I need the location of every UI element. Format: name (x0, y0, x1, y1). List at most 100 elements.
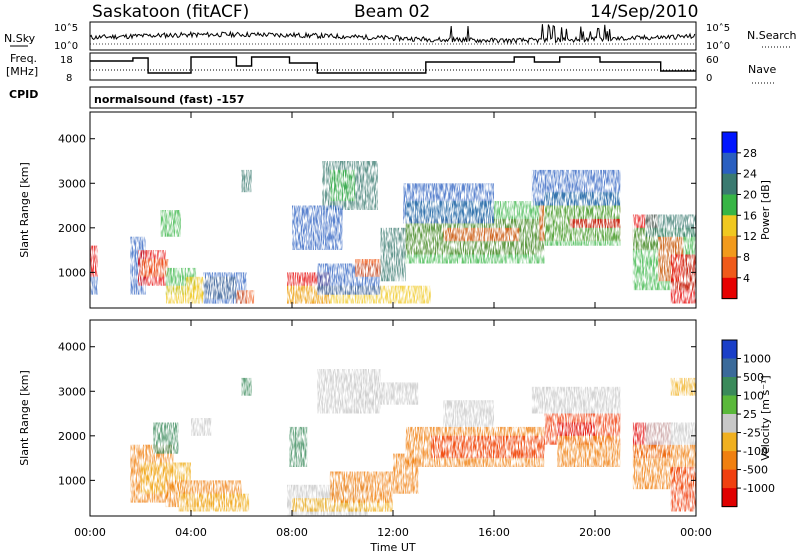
velocity-y-axis: 1000 2000 3000 4000 (58, 341, 696, 487)
colorbar-tick-label: 500 (743, 371, 764, 384)
y-tick-label: 3000 (58, 177, 86, 190)
y-tick-label: 4000 (58, 133, 86, 146)
velocity-region (178, 493, 250, 512)
beam-title: Beam 02 (354, 2, 430, 22)
y-tick-label: 2000 (58, 222, 86, 235)
colorbar-tick-label: -25 (743, 427, 761, 440)
velocity-colorbar: 1000 500 100 25 -25 -100 -500 -1000 (721, 339, 775, 508)
velocity-region (670, 467, 697, 512)
noise-tick-top-left: 10˄5 (54, 22, 78, 34)
colorbar-swatch (722, 377, 737, 396)
freq-strip-frame (89, 52, 697, 81)
colorbar-tick-label: 12 (743, 230, 757, 243)
time-x-axis: 00:00 04:00 08:00 12:00 16:00 20:00 00:00 (74, 112, 712, 539)
velocity-region (153, 422, 179, 454)
noise-strip-frame (89, 21, 697, 51)
velocity-region (443, 400, 494, 427)
colorbar-swatch (722, 469, 737, 489)
colorbar-tick-label: 20 (743, 188, 757, 201)
freq-trace (90, 56, 696, 74)
x-tick-label: 08:00 (276, 526, 308, 539)
noise-tick-bottom-left: 10˄0 (54, 40, 78, 52)
colorbar-tick-label: -1000 (743, 482, 775, 495)
velocity-region (557, 435, 621, 467)
power-region (645, 214, 696, 237)
colorbar-tick-label: 100 (743, 390, 764, 403)
noise-tick-top-right: 10˄5 (706, 22, 730, 34)
colorbar-swatch (722, 215, 737, 237)
colorbar-swatch (722, 256, 737, 279)
colorbar-tick-label: 24 (743, 168, 757, 181)
velocity-region (670, 377, 697, 396)
colorbar-swatch (722, 340, 737, 359)
power-region (670, 254, 697, 304)
colorbar-tick-label: -500 (743, 464, 768, 477)
cpid-label: CPID (9, 88, 38, 101)
power-region (292, 205, 343, 250)
station-title: Saskatoon (fitACF) (92, 2, 249, 22)
x-axis-label: Time UT (369, 541, 415, 554)
power-region (403, 183, 494, 224)
x-tick-label: 20:00 (579, 526, 611, 539)
colorbar-swatch (722, 173, 737, 195)
colorbar-swatch (722, 488, 737, 508)
colorbar-tick-label: 4 (743, 272, 750, 285)
nave-tick-top: 60 (706, 55, 719, 66)
colorbar-swatch (722, 358, 737, 378)
power-region (443, 227, 520, 242)
power-region (569, 218, 621, 228)
colorbar-swatch (722, 395, 737, 415)
power-region (531, 169, 621, 206)
noise-tick-bottom-right: 10˄0 (706, 40, 730, 52)
nsky-label: N.Sky (4, 32, 36, 45)
colorbar-frame (721, 339, 738, 508)
power-region (380, 227, 406, 282)
x-tick-label: 12:00 (377, 526, 409, 539)
colorbar-tick-label: -100 (743, 445, 768, 458)
velocity-region (191, 418, 212, 436)
power-region (160, 210, 181, 237)
y-tick-label: 3000 (58, 385, 86, 398)
nave-label: Nave (748, 63, 776, 76)
colorbar-swatch (722, 432, 737, 452)
colorbar-swatch (722, 194, 737, 216)
power-colorbar: 4 8 12 16 20 24 28 (721, 131, 757, 300)
power-region (355, 259, 381, 277)
power-colorbar-label: Power [dB] (759, 180, 772, 240)
colorbar-swatch (722, 277, 737, 300)
colorbar-tick-label: 25 (743, 408, 757, 421)
x-tick-label: 04:00 (175, 526, 207, 539)
cpid-text: normalsound (fast) -157 (94, 93, 244, 106)
cpid-strip-frame (89, 86, 697, 109)
y-tick-label: 1000 (58, 474, 86, 487)
x-tick-label: 16:00 (478, 526, 510, 539)
velocity-region (329, 471, 393, 503)
power-scatter (90, 161, 697, 304)
y-tick-label: 4000 (58, 341, 86, 354)
velocity-region (289, 426, 308, 467)
velocity-region (430, 435, 545, 459)
power-region (241, 169, 252, 193)
freq-tick-top: 18 (60, 55, 73, 66)
colorbar-swatch (722, 132, 737, 154)
nave-tick-bottom: 0 (706, 73, 712, 84)
colorbar-tick-label: 28 (743, 147, 757, 160)
power-region (329, 169, 356, 202)
colorbar-swatch (722, 451, 737, 471)
power-region (236, 290, 255, 304)
velocity-colorbar-label: Velocity [m s⁻¹] (759, 375, 772, 460)
velocity-region (531, 386, 621, 414)
colorbar-swatch (722, 414, 737, 433)
colorbar-tick-label: 8 (743, 251, 750, 264)
y-tick-label: 1000 (58, 266, 86, 279)
date-title: 14/Sep/2010 (590, 2, 698, 22)
freq-tick-bottom: 8 (66, 73, 72, 84)
power-region (90, 245, 98, 277)
x-tick-label: 00:00 (680, 526, 712, 539)
freq-label-line2: [MHz] (6, 65, 38, 78)
velocity-region (645, 422, 696, 445)
colorbar-swatch (722, 236, 737, 258)
velocity-scatter (130, 369, 697, 516)
power-ylabel: Slant Range [km] (18, 162, 31, 258)
